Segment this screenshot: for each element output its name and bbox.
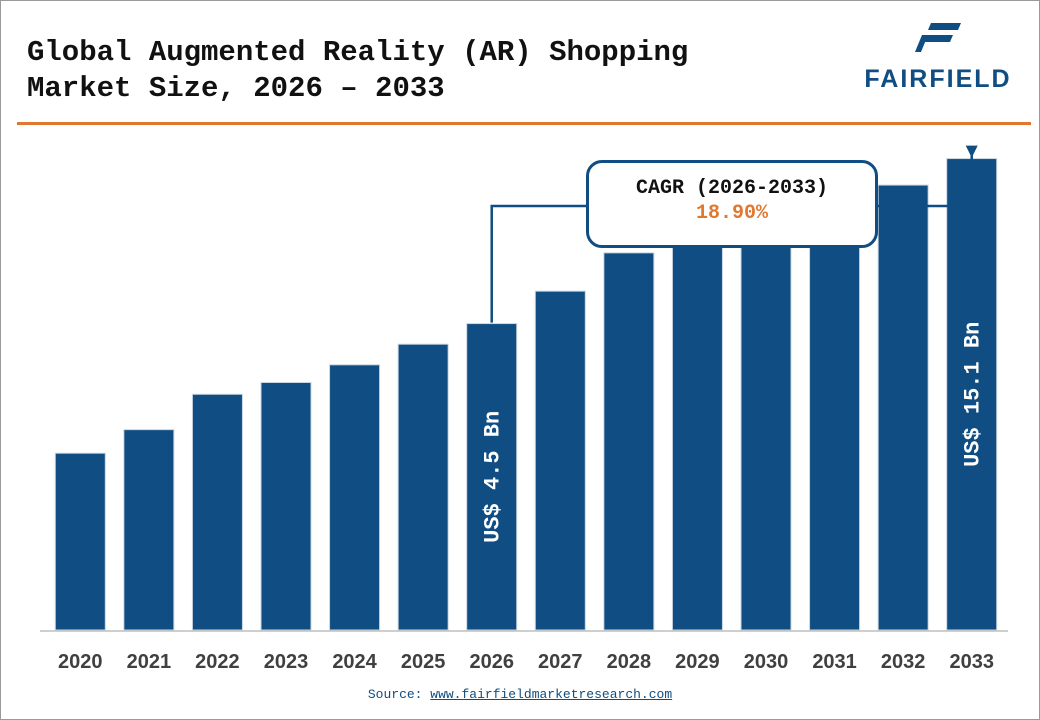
bar-2033 [946, 158, 998, 631]
chart-title: Global Augmented Reality (AR) Shopping M… [27, 35, 807, 107]
x-tick-label-2027: 2027 [538, 651, 583, 673]
source-note: Source: www.fairfieldmarketresearch.com [0, 687, 1040, 702]
x-tick-label-2033: 2033 [949, 651, 994, 673]
bar-2028 [603, 252, 655, 631]
bar-2026 [466, 323, 518, 631]
title-line-2: Market Size, 2026 – 2033 [27, 72, 445, 105]
bar-2027 [534, 290, 586, 631]
cagr-value: 18.90% [695, 202, 768, 225]
cagr-callout: CAGR (2026-2033) 18.90% [586, 160, 878, 248]
cagr-connector-right [876, 146, 973, 208]
cagr-connector-left [490, 204, 588, 323]
title-line-1: Global Augmented Reality (AR) Shopping [27, 36, 689, 69]
bar-2022 [191, 393, 243, 631]
bar-2023 [260, 382, 312, 631]
fairfield-logo-icon [915, 23, 961, 52]
x-tick-label-2022: 2022 [195, 651, 240, 673]
x-tick-label-2026: 2026 [469, 651, 514, 673]
bar-2030 [740, 228, 792, 631]
logo-wordmark: FAIRFIELD [864, 65, 1012, 93]
x-tick-label-2030: 2030 [744, 651, 789, 673]
title-divider [17, 122, 1031, 125]
x-tick-label-2024: 2024 [332, 651, 377, 673]
x-tick-label-2025: 2025 [401, 651, 446, 673]
fairfield-logo: FAIRFIELD [849, 19, 1029, 93]
data-label-2026: US$ 4.5 Bn [481, 411, 506, 543]
bar-2025 [397, 343, 449, 631]
bar-2021 [123, 429, 175, 631]
bar-2031 [809, 205, 861, 631]
source-prefix: Source: [367, 687, 423, 702]
bar-2032 [877, 184, 929, 631]
cagr-arrow-head [965, 145, 978, 158]
bar-2024 [329, 364, 381, 631]
x-tick-label-2029: 2029 [675, 651, 720, 673]
x-tick-label-2021: 2021 [127, 651, 172, 673]
bar-2029 [671, 231, 723, 631]
bar-2020 [54, 452, 106, 631]
x-tick-label-2020: 2020 [58, 651, 103, 673]
x-tick-label-2028: 2028 [607, 651, 652, 673]
data-label-2033: US$ 15.1 Bn [961, 322, 986, 467]
cagr-label: CAGR (2026-2033) [635, 177, 829, 200]
source-link[interactable]: www.fairfieldmarketresearch.com [430, 687, 673, 702]
x-tick-label-2032: 2032 [881, 651, 926, 673]
x-tick-label-2031: 2031 [812, 651, 857, 673]
x-tick-label-2023: 2023 [264, 651, 309, 673]
